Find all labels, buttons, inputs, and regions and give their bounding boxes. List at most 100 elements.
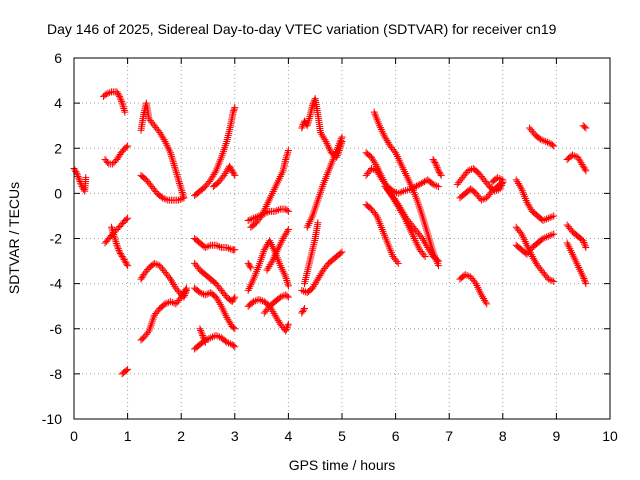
data-point <box>424 244 432 252</box>
data-point <box>223 244 231 252</box>
data-point <box>229 324 237 332</box>
data-point <box>245 261 253 269</box>
data-point <box>283 278 291 286</box>
data-point <box>177 185 185 193</box>
data-point <box>117 96 125 104</box>
data-point <box>215 299 223 307</box>
data-point <box>110 230 118 238</box>
data-point <box>336 138 344 146</box>
data-point <box>312 279 320 287</box>
data-points <box>70 88 590 378</box>
data-point <box>246 216 254 224</box>
data-point <box>421 238 429 246</box>
data-point <box>174 174 182 182</box>
data-point <box>231 343 239 351</box>
data-point <box>370 157 378 165</box>
data-point <box>303 122 311 130</box>
data-point <box>170 161 178 169</box>
data-point <box>367 165 375 173</box>
data-point <box>398 207 406 215</box>
data-point <box>546 213 554 221</box>
series-t23 <box>244 259 255 272</box>
series-t45 <box>563 221 590 252</box>
data-point <box>168 154 176 162</box>
data-point <box>283 292 291 300</box>
data-point <box>120 105 128 113</box>
data-point <box>581 240 589 248</box>
data-point <box>220 171 228 179</box>
data-point <box>393 258 401 266</box>
data-point <box>166 298 174 306</box>
data-point <box>395 202 403 210</box>
data-point <box>227 165 235 173</box>
data-point <box>435 168 443 176</box>
data-point <box>431 181 439 189</box>
data-point <box>284 225 292 233</box>
data-point <box>113 241 121 249</box>
data-point <box>177 293 185 301</box>
data-point <box>223 313 231 321</box>
data-point <box>548 277 556 285</box>
data-point <box>231 171 239 179</box>
data-point <box>461 271 469 279</box>
data-point <box>426 247 434 255</box>
data-point <box>471 278 479 286</box>
data-point <box>265 262 273 270</box>
series-t46 <box>563 239 590 288</box>
data-point <box>262 242 270 250</box>
series-t44 <box>563 151 590 175</box>
data-point <box>432 162 440 170</box>
data-point <box>526 204 534 212</box>
data-point <box>383 137 391 145</box>
data-point <box>436 170 444 178</box>
data-point <box>279 235 287 242</box>
series-t10 <box>137 284 191 344</box>
data-point <box>550 142 558 150</box>
data-point <box>271 207 279 215</box>
data-point <box>116 94 124 102</box>
data-point <box>282 154 290 162</box>
data-point <box>477 291 485 299</box>
data-point <box>106 89 114 97</box>
data-point <box>282 156 290 164</box>
series-t38 <box>456 271 491 308</box>
data-point <box>337 249 345 257</box>
data-point <box>493 174 501 182</box>
data-point <box>261 244 269 252</box>
data-point <box>168 152 176 160</box>
data-point <box>221 170 229 178</box>
data-point <box>396 203 404 211</box>
data-point <box>118 97 126 105</box>
data-point <box>209 172 217 180</box>
data-point <box>299 307 307 315</box>
data-point <box>257 296 265 304</box>
data-point <box>111 234 119 242</box>
data-point <box>464 167 472 175</box>
data-point <box>437 171 445 179</box>
data-point <box>541 216 549 224</box>
data-point <box>548 231 556 239</box>
data-point <box>225 317 233 325</box>
data-point <box>75 174 83 182</box>
data-point <box>118 99 126 107</box>
data-point <box>536 135 544 143</box>
data-point <box>116 92 124 100</box>
data-point <box>197 328 205 336</box>
data-point <box>176 181 184 189</box>
data-point <box>119 254 127 262</box>
x-tick-label: 5 <box>338 428 346 444</box>
data-point <box>394 259 402 267</box>
data-point <box>580 164 588 172</box>
series-t42 <box>512 230 558 258</box>
data-point <box>201 338 209 346</box>
data-point <box>400 211 408 219</box>
data-point <box>367 153 375 161</box>
y-tick-label: -10 <box>42 411 62 427</box>
data-point <box>433 256 441 264</box>
data-point <box>434 167 442 175</box>
series-t22 <box>260 291 292 317</box>
data-point <box>110 232 118 240</box>
data-point <box>304 120 312 128</box>
series-t35 <box>429 156 445 179</box>
data-point <box>112 239 120 247</box>
